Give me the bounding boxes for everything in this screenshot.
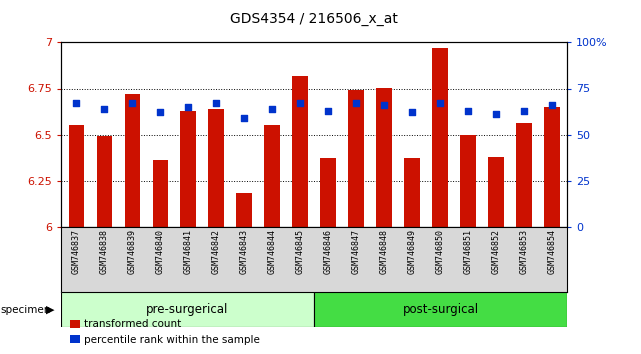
Text: GSM746842: GSM746842 <box>212 229 221 274</box>
Text: GSM746854: GSM746854 <box>547 229 556 274</box>
FancyBboxPatch shape <box>314 292 567 327</box>
Point <box>491 112 501 117</box>
Point <box>323 108 333 113</box>
Point <box>519 108 529 113</box>
Bar <box>404 159 420 227</box>
Bar <box>460 135 476 227</box>
Bar <box>237 193 252 227</box>
Bar <box>97 136 112 227</box>
Text: GDS4354 / 216506_x_at: GDS4354 / 216506_x_at <box>230 12 398 27</box>
Bar <box>544 107 560 227</box>
Point <box>71 101 81 106</box>
Bar <box>265 125 280 227</box>
Bar <box>69 125 84 227</box>
Bar <box>432 48 447 227</box>
Point <box>267 106 278 112</box>
Text: specimen: specimen <box>1 305 51 315</box>
Bar <box>153 160 168 227</box>
Text: GSM746844: GSM746844 <box>268 229 277 274</box>
Text: pre-surgerical: pre-surgerical <box>146 303 229 316</box>
Text: GSM746852: GSM746852 <box>492 229 501 274</box>
Text: GSM746839: GSM746839 <box>128 229 137 274</box>
Text: GSM746838: GSM746838 <box>100 229 109 274</box>
Legend: transformed count, percentile rank within the sample: transformed count, percentile rank withi… <box>66 315 264 349</box>
Text: ▶: ▶ <box>46 305 54 315</box>
Text: GSM746850: GSM746850 <box>435 229 444 274</box>
Text: GSM746853: GSM746853 <box>519 229 528 274</box>
Text: GSM746837: GSM746837 <box>72 229 81 274</box>
Bar <box>488 156 504 227</box>
Text: GSM746847: GSM746847 <box>351 229 360 274</box>
Text: GSM746845: GSM746845 <box>296 229 304 274</box>
Point <box>547 102 557 108</box>
Point <box>351 101 361 106</box>
Point <box>211 101 221 106</box>
Text: GSM746846: GSM746846 <box>324 229 333 274</box>
Bar <box>208 109 224 227</box>
Point <box>127 101 137 106</box>
Bar <box>124 94 140 227</box>
Point <box>155 110 165 115</box>
Text: GSM746841: GSM746841 <box>184 229 193 274</box>
Point <box>463 108 473 113</box>
Bar <box>320 159 336 227</box>
Point <box>295 101 305 106</box>
Bar <box>376 88 392 227</box>
Bar <box>292 76 308 227</box>
Text: GSM746840: GSM746840 <box>156 229 165 274</box>
Point <box>99 106 110 112</box>
Text: GSM746848: GSM746848 <box>379 229 388 274</box>
Text: GSM746843: GSM746843 <box>240 229 249 274</box>
Point <box>435 101 445 106</box>
Text: GSM746849: GSM746849 <box>408 229 417 274</box>
Point <box>379 102 389 108</box>
Text: GSM746851: GSM746851 <box>463 229 472 274</box>
Bar <box>516 124 531 227</box>
FancyBboxPatch shape <box>61 292 314 327</box>
Bar <box>181 110 196 227</box>
Text: post-surgical: post-surgical <box>403 303 479 316</box>
Point <box>183 104 194 110</box>
Point <box>407 110 417 115</box>
Bar <box>348 90 363 227</box>
Point <box>239 115 249 121</box>
